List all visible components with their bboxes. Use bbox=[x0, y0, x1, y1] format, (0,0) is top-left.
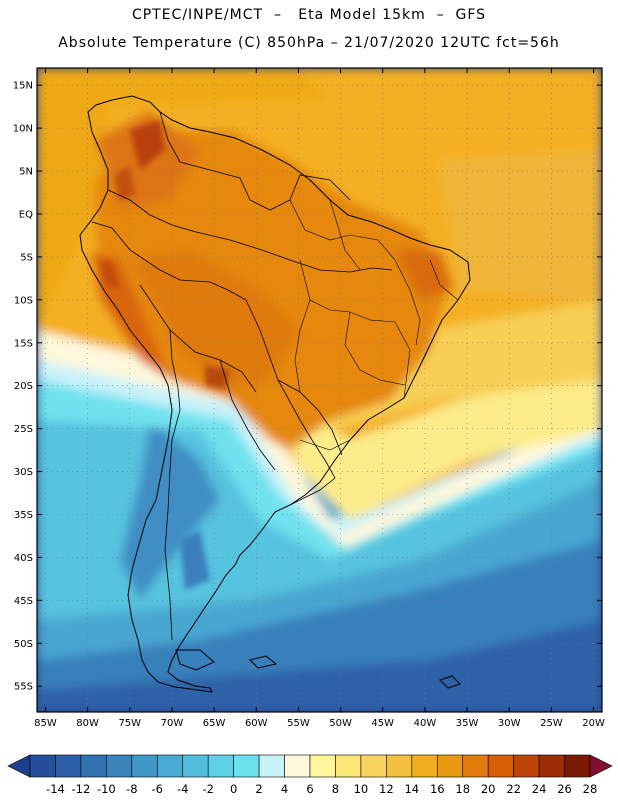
lon-tick-label: 70W bbox=[161, 718, 184, 729]
lat-tick-label: 35S bbox=[14, 510, 33, 521]
colorbar-label: 6 bbox=[306, 782, 313, 796]
country-borders bbox=[91, 111, 393, 641]
lat-lon-grid bbox=[37, 68, 602, 712]
lat-tick-label: 50S bbox=[14, 639, 33, 650]
colorbar-arrow-low bbox=[7, 754, 31, 778]
colorbar-swatch bbox=[360, 754, 387, 778]
colorbar-label: -4 bbox=[177, 782, 188, 796]
colorbar-label: 4 bbox=[281, 782, 288, 796]
colorbar-swatch bbox=[233, 754, 260, 778]
colorbar-label: -12 bbox=[72, 782, 91, 796]
lat-tick-label: 45S bbox=[14, 596, 33, 607]
colorbar-label: 26 bbox=[557, 782, 572, 796]
colorbar-swatch bbox=[462, 754, 489, 778]
colorbar-label: 18 bbox=[455, 782, 470, 796]
colorbar-label: 28 bbox=[583, 782, 598, 796]
lat-tick-label: 5S bbox=[20, 252, 33, 263]
map-subtitle: Absolute Temperature (C) 850hPa – 21/07/… bbox=[58, 35, 560, 51]
colorbar-label: 24 bbox=[532, 782, 547, 796]
colorbar-label: 2 bbox=[255, 782, 262, 796]
map-title: CPTEC/INPE/MCT – Eta Model 15km – GFS bbox=[131, 7, 487, 23]
colorbar-swatch bbox=[80, 754, 107, 778]
colorbar-swatch bbox=[309, 754, 336, 778]
coastline bbox=[79, 95, 471, 693]
lon-tick-label: 85W bbox=[34, 718, 57, 729]
lon-tick-label: 40W bbox=[414, 718, 437, 729]
lon-tick-label: 60W bbox=[245, 718, 268, 729]
lon-tick-label: 30W bbox=[498, 718, 521, 729]
colorbar-swatch bbox=[538, 754, 565, 778]
colorbar-swatch bbox=[335, 754, 362, 778]
lon-tick-label: 65W bbox=[203, 718, 226, 729]
colorbar-swatch bbox=[564, 754, 591, 778]
colorbar-swatch bbox=[106, 754, 133, 778]
state-borders bbox=[289, 199, 459, 451]
lat-tick-label: 5N bbox=[19, 167, 33, 178]
lat-tick-label: 20S bbox=[14, 381, 33, 392]
lat-tick-label: 40S bbox=[14, 553, 33, 564]
map-frame bbox=[36, 67, 603, 713]
colorbar-swatch bbox=[411, 754, 438, 778]
colorbar-swatch bbox=[131, 754, 158, 778]
lon-tick-label: 35W bbox=[456, 718, 479, 729]
colorbar-label: 20 bbox=[481, 782, 496, 796]
lat-tick-label: 10S bbox=[14, 295, 33, 306]
lat-tick-label: EQ bbox=[19, 209, 33, 220]
lat-tick-label: 10N bbox=[13, 124, 33, 135]
lat-tick-label: 55S bbox=[14, 682, 33, 693]
colorbar-label: -14 bbox=[46, 782, 65, 796]
colorbar-label: 14 bbox=[404, 782, 419, 796]
lon-tick-label: 55W bbox=[287, 718, 310, 729]
colorbar-swatch bbox=[156, 754, 184, 778]
colorbar-swatch bbox=[386, 754, 413, 778]
colorbar-swatch bbox=[258, 754, 285, 778]
colorbar-swatch bbox=[513, 754, 540, 778]
colorbar-label: 8 bbox=[332, 782, 339, 796]
colorbar-swatch bbox=[55, 754, 82, 778]
lon-tick-label: 45W bbox=[371, 718, 394, 729]
colorbar-label: -8 bbox=[126, 782, 137, 796]
colorbar-arrow-high bbox=[589, 754, 613, 778]
colorbar-label: 10 bbox=[354, 782, 369, 796]
lat-tick-label: 25S bbox=[14, 424, 33, 435]
colorbar-label: 0 bbox=[230, 782, 237, 796]
colorbar-swatch bbox=[29, 754, 56, 778]
colorbar-label: 22 bbox=[506, 782, 521, 796]
colorbar-label: -6 bbox=[152, 782, 163, 796]
lat-tick-label: 15S bbox=[14, 338, 33, 349]
lon-tick-label: 80W bbox=[76, 718, 99, 729]
colorbar-label: -10 bbox=[97, 782, 116, 796]
lat-tick-label: 30S bbox=[14, 467, 33, 478]
colorbar-swatch bbox=[284, 754, 311, 778]
latitude-axis: 15N 10N 5N EQ 5S 10S 15S 20S 25S 30S 35S 40S 45S 50S 5… bbox=[13, 81, 602, 693]
lon-tick-label: 25W bbox=[540, 718, 563, 729]
lon-tick-label: 20W bbox=[582, 718, 605, 729]
lon-tick-label: 50W bbox=[329, 718, 352, 729]
colorbar-swatch bbox=[207, 754, 234, 778]
lon-tick-label: 75W bbox=[118, 718, 141, 729]
colorbar-label: 12 bbox=[379, 782, 394, 796]
colorbar-label: -2 bbox=[202, 782, 213, 796]
temperature-field bbox=[37, 68, 602, 712]
colorbar-swatch bbox=[487, 754, 514, 778]
colorbar: -14 -12 -10 -8 -6 -4 -2 0 2 4 6 8 10 12 14 16 18 20 22 24 26… bbox=[7, 754, 613, 796]
colorbar-label: 16 bbox=[430, 782, 445, 796]
longitude-axis: 85W 80W 75W 70W 65W 60W 55W 50W 45W 40W 35W 30W 25W 2… bbox=[34, 68, 605, 729]
lat-tick-label: 15N bbox=[13, 81, 33, 92]
colorbar-swatch bbox=[182, 754, 209, 778]
colorbar-swatch bbox=[436, 754, 464, 778]
